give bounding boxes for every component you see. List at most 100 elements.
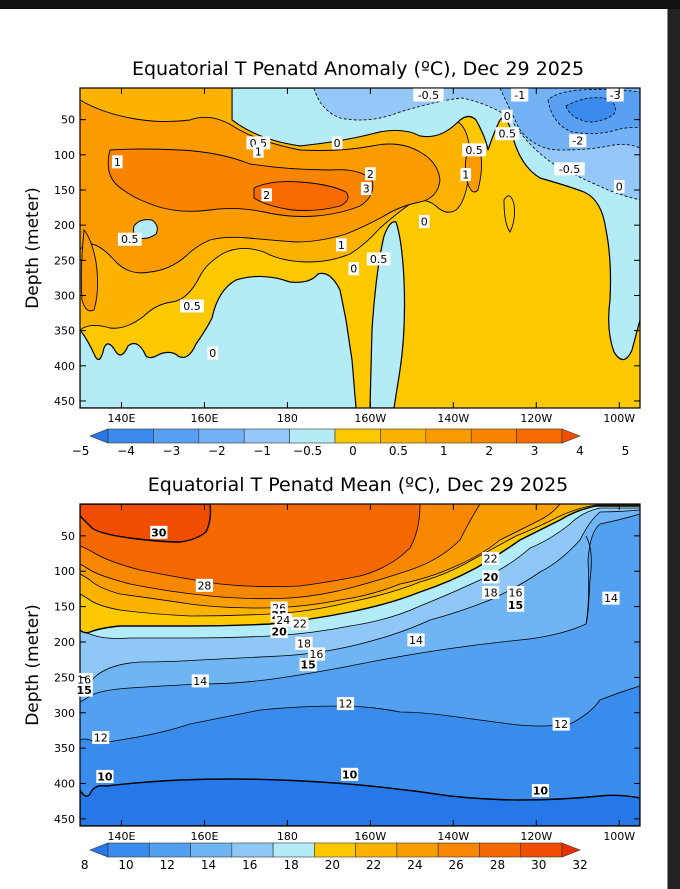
mean-y-tick-label: 250	[54, 671, 75, 684]
contour-label-bg	[336, 697, 355, 711]
anomaly-contour-label: 1	[253, 144, 264, 158]
anomaly-y-tick-label: 400	[54, 360, 75, 373]
mean-contour-label: 12	[336, 697, 355, 711]
anomaly-contour-label: 0.5	[117, 232, 142, 246]
contour-label-text: 10	[342, 768, 358, 781]
mean-contour-label: 10	[341, 767, 359, 781]
mean-y-axis-label: Depth (meter)	[23, 604, 43, 726]
anomaly-colorbar-swatch	[153, 428, 200, 444]
anomaly-colorbar-swatch	[516, 428, 563, 444]
mean-field	[80, 504, 640, 826]
contour-label-bg	[501, 109, 513, 123]
anomaly-contour-label: 2	[261, 188, 272, 202]
mean-contour-label: 14	[191, 674, 209, 688]
contour-label-text: 0	[616, 180, 623, 193]
contour-label-bg	[246, 136, 271, 150]
mean-y-tick-label: 400	[54, 778, 75, 791]
mean-contour-labels: 3028222018161514262524222018161514161514…	[75, 525, 620, 798]
anomaly-contour-label: 0.5	[366, 252, 391, 266]
contour-label-text: 0.5	[465, 144, 483, 157]
contour-label-bg	[482, 551, 500, 565]
anomaly-field	[80, 88, 640, 408]
mean-contour-label: 14	[407, 633, 425, 647]
mean-colorbar-swatch	[355, 842, 398, 858]
mean-contour-label: 16	[75, 673, 93, 687]
contour-label-text: 0	[334, 137, 341, 150]
mean-contour-label: 18	[482, 585, 500, 599]
contour-label-text: 2	[263, 189, 270, 202]
mean-colorbar-label: 18	[283, 858, 298, 872]
contour-label-text: 15	[508, 599, 523, 612]
anomaly-contour-label: 0.5	[180, 299, 204, 313]
anomaly-contour-label: 0	[207, 346, 219, 360]
contour-label-text: 0	[209, 347, 216, 360]
mean-colorbar-label: 8	[81, 858, 89, 872]
mean-contour-label: 15	[506, 598, 525, 612]
contour-label-text: 15	[76, 684, 91, 697]
contour-label-bg	[150, 525, 168, 539]
contour-label-text: 12	[554, 718, 568, 731]
anomaly-x-tick-label: 180	[277, 412, 298, 425]
mean-contour-label: 20	[482, 570, 500, 584]
contour-label-bg	[261, 188, 272, 202]
contour-label-bg	[270, 624, 288, 638]
contour-label-text: 14	[193, 675, 207, 688]
mean-colorbar-label: 30	[531, 858, 546, 872]
contour-label-text: 0	[421, 216, 428, 229]
contour-label-text: 1	[255, 145, 262, 158]
mean-contour-label: 22	[291, 617, 309, 631]
anomaly-contour-label: 0	[501, 109, 513, 123]
anomaly-colorbar-swatch	[289, 428, 336, 444]
mean-colorbar-label: 20	[325, 858, 340, 872]
mean-y-tick-label: 450	[54, 813, 75, 826]
mean-contour-label: 10	[531, 784, 550, 798]
mean-colorbar-label: 16	[242, 858, 257, 872]
mean-y-tick-label: 50	[61, 530, 75, 543]
anomaly-contour-label: 3	[360, 182, 372, 196]
contour-label-text: 18	[297, 637, 311, 650]
anomaly-colorbar-swatch	[380, 428, 427, 444]
contour-label-bg	[552, 717, 570, 731]
anomaly-contour-label: 1	[112, 155, 123, 169]
mean-colorbar-swatch	[479, 842, 522, 858]
anomaly-contour-label: 0.5	[495, 127, 520, 141]
mean-y-tick-label: 150	[54, 601, 75, 614]
mean-contour-label: 12	[552, 717, 570, 731]
mean-colorbar-swatch	[190, 842, 233, 858]
window-right-edge-line	[667, 9, 668, 889]
mean-x-tick-label: 120W	[520, 830, 552, 843]
mean-x-tick-label: 100W	[603, 830, 635, 843]
anomaly-contour-label: 0	[331, 136, 343, 150]
contour-label-text: -2	[572, 135, 583, 148]
anomaly-x-tick-label: 120W	[520, 412, 552, 425]
contour-label-text: 18	[484, 586, 498, 599]
window-right-edge	[667, 9, 680, 889]
contour-label-bg	[613, 179, 625, 193]
anomaly-contour-label: -0.5	[413, 88, 444, 102]
anomaly-contour-label: 1	[336, 238, 347, 252]
window-top-bar	[0, 0, 680, 9]
contour-label-text: 22	[293, 618, 307, 631]
mean-fill-above-30	[80, 504, 212, 543]
mean-colorbar-swatch	[396, 842, 439, 858]
mean-colorbar-swatch	[148, 842, 191, 858]
contour-label-text: 12	[94, 732, 108, 745]
mean-contour-label: 14	[602, 591, 620, 605]
contour-label-bg	[207, 346, 219, 360]
anomaly-contour-blob-120w	[503, 195, 515, 233]
contour-label-text: 0.5	[499, 128, 517, 141]
anomaly-contour-label: 0	[418, 215, 430, 229]
contour-label-bg	[307, 647, 326, 661]
anomaly-colorbar-label: 5	[622, 444, 630, 458]
mean-colorbar-swatch	[231, 842, 274, 858]
contour-label-bg	[413, 88, 444, 102]
mean-colorbar-label: 10	[118, 858, 133, 872]
contour-label-bg	[602, 591, 620, 605]
contour-label-text: 10	[97, 770, 113, 783]
contour-label-bg	[407, 633, 425, 647]
contour-label-bg	[569, 134, 587, 148]
anomaly-colorbar-swatch	[107, 428, 154, 444]
contour-label-bg	[75, 673, 93, 687]
